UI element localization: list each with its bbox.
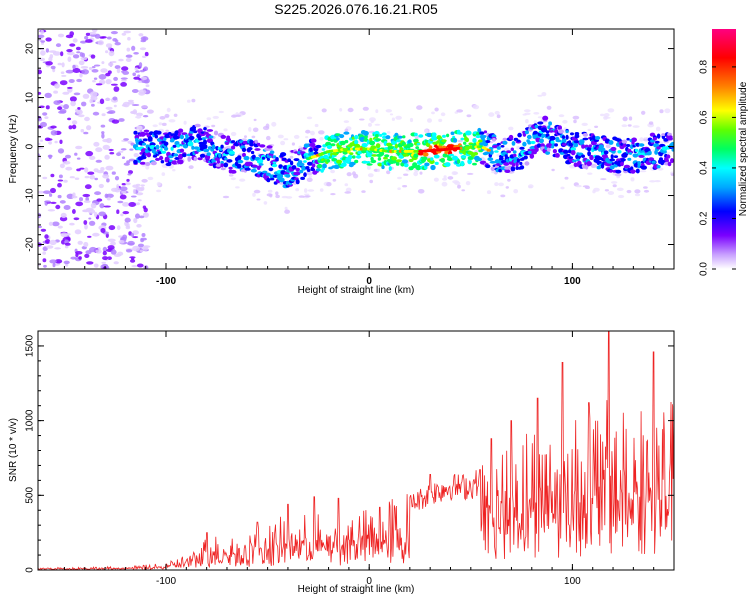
colorbar-tick-label: 0.4	[699, 161, 710, 175]
noise-speckles	[38, 29, 151, 269]
spectrogram-x-tick-label: -100	[156, 276, 176, 287]
colorbar-tick-label: 0.0	[699, 262, 710, 276]
spectrogram-plot-area	[38, 29, 674, 269]
snr-y-tick-label: 0	[25, 567, 36, 573]
colorbar-label: Normalized spectral amplitude	[738, 81, 749, 216]
signal-ridge	[306, 145, 491, 161]
colorbar-tick-label: 0.2	[699, 211, 710, 225]
spectrogram-y-label: Frequency (Hz)	[8, 115, 19, 184]
colorbar-tick-label: 0.8	[699, 60, 710, 74]
snr-plot-area	[38, 331, 674, 570]
snr-x-tick-label: 0	[366, 576, 372, 587]
snr-x-tick-label: 100	[564, 576, 581, 587]
snr-y-tick-label: 1000	[25, 409, 36, 432]
snr-series-line	[38, 331, 674, 570]
spectrogram-y-tick-label: 20	[25, 43, 36, 55]
spectrogram-y-tick-label: 10	[25, 92, 36, 104]
snr-y-label: SNR (10 * v/v)	[8, 418, 19, 482]
spectrogram-x-tick-label: 0	[366, 276, 372, 287]
colorbar-tick-label: 0.6	[699, 110, 710, 124]
spectrogram-x-label: Height of straight line (km)	[298, 285, 415, 296]
colorbar-axes: 0.0 0.2 0.4 0.6 0.8	[699, 60, 736, 276]
snr-y-tick-label: 1500	[25, 334, 36, 357]
snr-y-tick-label: 500	[25, 487, 36, 504]
snr-x-label: Height of straight line (km)	[298, 584, 415, 595]
spectrogram-x-tick-label: 100	[564, 276, 581, 287]
snr-x-tick-label: -100	[156, 576, 176, 587]
spectrogram-y-tick-label: 0	[25, 143, 36, 149]
figure-title: S225.2026.076.16.21.R05	[274, 1, 438, 17]
spectrogram-frame	[37, 28, 675, 270]
colorbar	[712, 29, 736, 269]
spectrogram-y-tick-label: -20	[25, 237, 36, 252]
spectrogram-y-tick-label: -10	[25, 188, 36, 203]
